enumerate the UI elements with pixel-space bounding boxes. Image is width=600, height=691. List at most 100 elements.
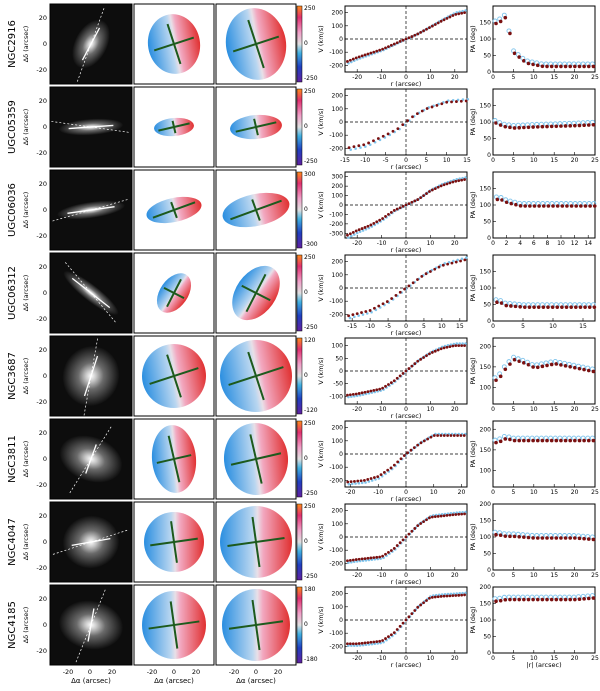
x-tick-label: 0 (404, 240, 408, 247)
x-tick-label: 0 (404, 489, 408, 496)
pa-point-dark (577, 123, 582, 128)
pa-axis-label: PA (deg) (469, 357, 477, 384)
rc-point-dark (463, 11, 466, 15)
row-ugc06036: UGC06036 Δδ (arcsec)200-203000-3003002001… (7, 169, 597, 254)
velocity-axis-label: V (km/s) (317, 108, 325, 135)
rc-point-dark (346, 480, 350, 484)
y-tick-label: 150 (480, 269, 492, 276)
rc-point-dark (373, 306, 376, 310)
pa-point-dark (513, 304, 518, 309)
photometric-axis-line (52, 529, 130, 555)
rc-point-dark (354, 392, 358, 396)
pa-axis-label: PA (deg) (469, 25, 477, 52)
rc-point-light (464, 9, 467, 12)
x-tick-label: 10 (427, 572, 435, 579)
x-tick-label: 0 (404, 74, 408, 81)
pa-point-dark (526, 362, 531, 367)
rc-point-dark (363, 390, 367, 394)
pa-point-dark (559, 438, 563, 443)
rc-point-light (359, 146, 362, 149)
x-tick-label: 4 (518, 240, 522, 247)
rc-point-dark (407, 36, 411, 40)
pa-point-dark (554, 362, 559, 366)
pa-axis-label: PA (deg) (469, 108, 477, 135)
x-tick-label: 25 (591, 489, 599, 496)
rc-point-dark (354, 558, 358, 561)
pa-point-dark (508, 362, 512, 366)
colorbar-tick-label: -180 (304, 656, 318, 663)
rc-point-dark (407, 532, 411, 536)
pa-point-dark (563, 364, 568, 368)
rc-point-dark (348, 558, 352, 562)
x-tick-label: 0 (491, 655, 495, 662)
pa-point-dark (517, 359, 522, 364)
galaxy-name: NGC3811 (7, 435, 18, 483)
y-tick-label: 100 (480, 36, 492, 43)
pa-point-dark (517, 534, 522, 539)
x-tick-label: 20 (571, 655, 579, 662)
rc-point-dark (375, 555, 379, 559)
rc-point-dark (442, 434, 446, 437)
x-tick-label: 0 (254, 668, 258, 676)
rc-point-dark (372, 556, 376, 560)
y-tick-label: 20 (39, 595, 47, 603)
x-tick-label: 0 (404, 157, 408, 164)
rc-point-dark (432, 434, 436, 437)
rc-point-dark (459, 259, 462, 263)
y-tick-label: 100 (480, 385, 492, 392)
pa-point-dark (526, 597, 531, 602)
pa-point-dark (568, 438, 573, 443)
rc-point-dark (381, 554, 384, 558)
pa-point-dark (582, 438, 586, 443)
x-tick-label: 0 (404, 655, 408, 662)
pa-point-dark (577, 597, 582, 602)
rc-point-dark (451, 594, 455, 598)
y-tick-label: 0 (43, 621, 47, 629)
x-tick-label: 25 (591, 655, 599, 662)
y-tick-label: -100 (329, 547, 343, 554)
minor-axis-slit (167, 435, 181, 483)
rc-point-dark (346, 233, 349, 237)
y-tick-label: 200 (332, 508, 344, 515)
rc-point-light (357, 481, 361, 485)
y-tick-label: -100 (329, 49, 343, 56)
rc-point-dark (419, 31, 423, 34)
row-ngc3811: NGC3811 Δδ (arcsec)200-202500-2502001000-… (7, 418, 599, 503)
rc-point-dark (436, 348, 440, 352)
pa-point-dark (522, 438, 526, 443)
pa-point-dark (531, 125, 535, 129)
rc-point-dark (406, 451, 410, 455)
y-tick-label: 0 (487, 235, 491, 242)
x-tick-label: -5 (385, 323, 391, 330)
dec-axis-label: Δδ (arcsec) (22, 607, 30, 644)
y-tick-label: 20 (39, 14, 47, 22)
x-tick-label: 15 (550, 74, 558, 81)
pa-point-dark (569, 204, 574, 208)
pa-point-dark (522, 597, 526, 602)
rc-point-light (357, 314, 360, 317)
rc-point-dark (439, 434, 443, 437)
rc-point-dark (422, 439, 426, 443)
y-tick-label: -20 (36, 66, 47, 74)
rc-point-dark (351, 57, 355, 61)
rc-point-dark (399, 457, 403, 461)
x-tick-label: 0 (491, 240, 495, 247)
row-ugc05359: UGC05359 Δδ (arcsec)200-202500-2502001000… (7, 86, 599, 171)
pa-axis-label: PA (deg) (469, 523, 477, 550)
rc-point-light (364, 145, 367, 148)
rc-point-dark (439, 184, 443, 188)
rc-point-dark (377, 304, 381, 308)
rc-point-dark (430, 188, 434, 192)
photometric-axis-line (51, 121, 131, 133)
x-tick-label: 6 (532, 240, 536, 247)
y-tick-label: 100 (332, 193, 344, 200)
rc-point-dark (401, 621, 405, 625)
rc-point-dark (368, 309, 372, 312)
x-tick-label: 20 (571, 406, 579, 413)
rc-point-dark (420, 274, 424, 278)
minor-axis-slit (247, 19, 265, 69)
pa-point-dark (577, 438, 582, 443)
rc-point-dark (430, 351, 434, 354)
rc-point-dark (364, 310, 368, 313)
x-tick-label: 25 (591, 74, 599, 81)
